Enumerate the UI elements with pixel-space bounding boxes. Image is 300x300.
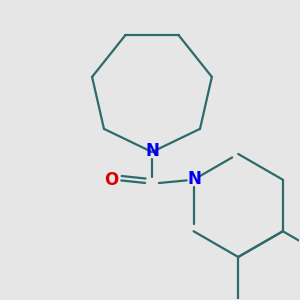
Text: N: N — [145, 142, 159, 160]
Text: O: O — [104, 171, 118, 189]
Text: N: N — [188, 170, 202, 188]
